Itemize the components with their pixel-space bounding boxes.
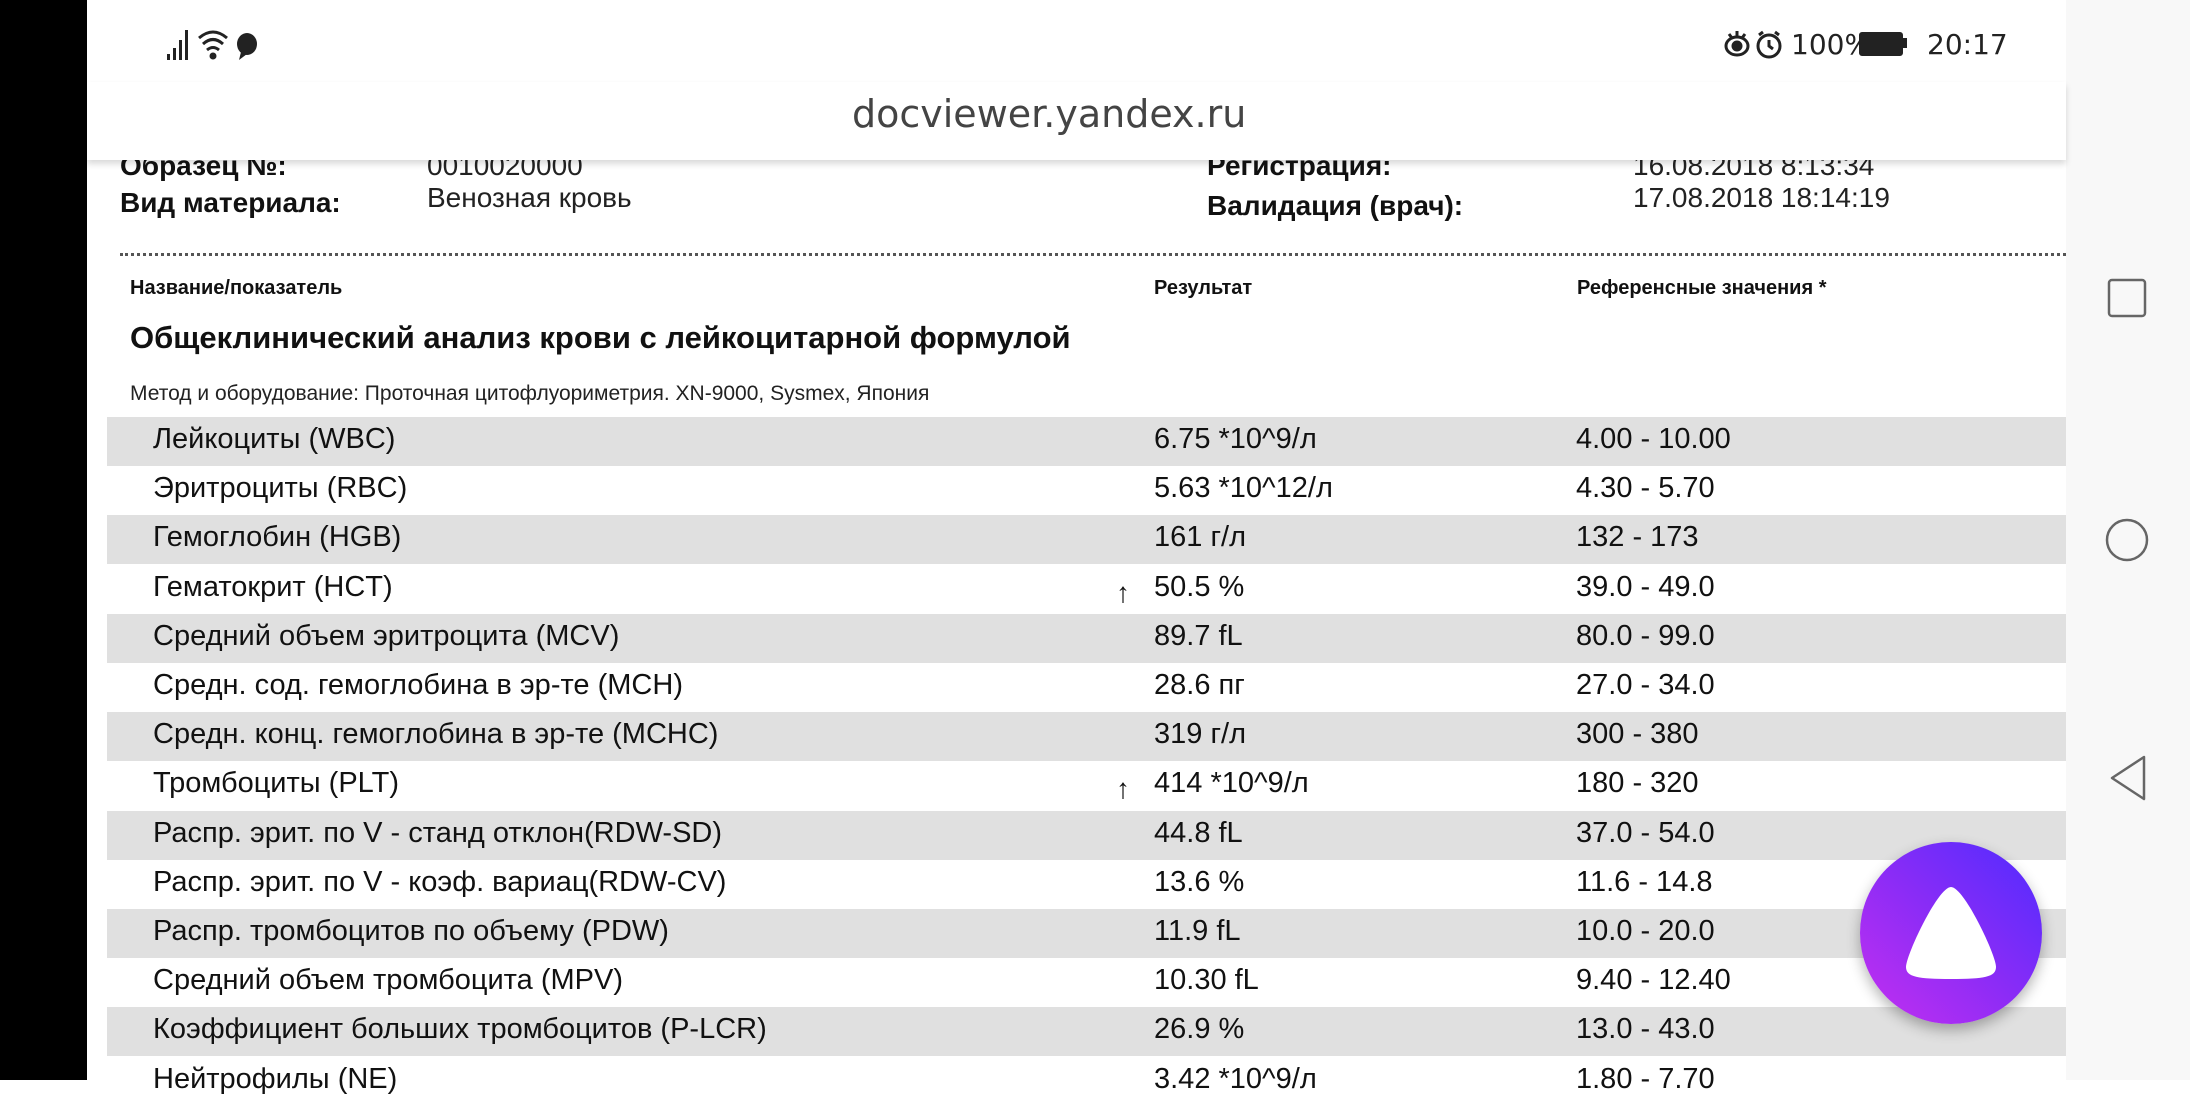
row-name: Средний объем эритроцита (MCV) (153, 619, 620, 652)
row-reference: 1.80 - 7.70 (1576, 1062, 1715, 1095)
table-row: Распр. тромбоцитов по объему (PDW) 11.9 f… (107, 909, 2066, 958)
row-name: Распр. тромбоцитов по объему (PDW) (153, 915, 669, 947)
row-reference: 80.0 - 99.0 (1576, 619, 1715, 652)
row-name: Тромбоциты (PLT) (153, 767, 400, 800)
column-header-reference: Референсные значения * (1577, 277, 1827, 299)
browser-url-bar[interactable]: docviewer.yandex.ru (87, 82, 2066, 160)
recents-square-icon[interactable] (2107, 278, 2147, 318)
row-name: Гемоглобин (HGB) (153, 521, 402, 554)
row-name: Нейтрофилы (NE) (153, 1062, 398, 1095)
material-label: Вид материала: (120, 187, 341, 218)
row-name: Средн. сод. гемоглобина в эр-те (MCH) (153, 669, 683, 701)
clock-time: 20:17 (1927, 28, 2008, 61)
alice-assistant-icon (1906, 887, 1996, 979)
chat-bubble-icon (237, 33, 257, 60)
url-text[interactable]: docviewer.yandex.ru (852, 92, 1247, 136)
back-triangle-icon[interactable] (2108, 754, 2148, 802)
row-reference: 27.0 - 34.0 (1576, 669, 1715, 701)
row-result: 10.30 fL (1154, 964, 1259, 997)
row-reference: 4.00 - 10.00 (1576, 423, 1731, 455)
table-row: Средний объем эритроцита (MCV) 89.7 fL 80.… (107, 613, 2066, 663)
eye-comfort-icon (1724, 31, 1750, 57)
column-header-result: Результат (1154, 277, 1253, 299)
row-reference: 9.40 - 12.40 (1576, 964, 1731, 997)
row-result: 89.7 fL (1154, 619, 1243, 652)
row-result: 5.63 *10^12/л (1154, 472, 1333, 505)
row-result: 414 *10^9/л (1154, 767, 1309, 800)
row-result: 3.42 *10^9/л (1154, 1062, 1317, 1095)
row-name: Средний объем тромбоцита (MPV) (153, 964, 623, 997)
row-result: 13.6 % (1154, 865, 1245, 898)
alice-assistant-button[interactable] (1860, 842, 2042, 1024)
row-name: Средн. конц. гемоглобина в эр-те (MCHC) (153, 718, 719, 751)
row-reference: 13.0 - 43.0 (1576, 1013, 1715, 1046)
status-right-icons (1724, 30, 1782, 59)
table-row: Средн. сод. гемоглобина в эр-те (MCH) 28.… (107, 663, 2066, 712)
row-result: 11.9 fL (1154, 915, 1241, 947)
signal-icon (167, 30, 188, 60)
section-title: Общеклинический анализ крови с лейкоцита… (130, 320, 1071, 355)
high-arrow-icon: ↑ (1116, 576, 1130, 608)
row-result: 161 г/л (1154, 521, 1246, 554)
row-result: 26.9 % (1154, 1013, 1245, 1046)
method-text: Метод и оборудование: Проточная цитофлуо… (130, 382, 930, 405)
document-viewport[interactable]: Образец №: 0010020000 Регистрация: 16.08… (0, 0, 2066, 1095)
table-row: Распр. эрит. по V - станд отклон(RDW-SD)… (107, 810, 2066, 860)
table-row: Средн. конц. гемоглобина в эр-те (MCHC) 3… (107, 712, 2066, 762)
left-black-edge (0, 0, 87, 1080)
row-reference: 11.6 - 14.8 (1576, 865, 1713, 898)
row-result: 28.6 пг (1154, 669, 1245, 701)
table-row: Гемоглобин (HGB) 161 г/л 132 - 173 (107, 515, 2066, 565)
table-row: Распр. эрит. по V - коэф. вариац(RDW-CV)… (107, 860, 2066, 909)
table-row: Лейкоциты (WBC) 6.75 *10^9/л 4.00 - 10.00 (107, 417, 2066, 466)
row-name: Гематокрит (HCT) (153, 570, 393, 603)
row-name: Распр. эрит. по V - коэф. вариац(RDW-CV) (153, 865, 727, 898)
row-name: Коэффициент больших тромбоцитов (P-LCR) (153, 1013, 767, 1046)
row-result: 44.8 fL (1154, 816, 1243, 849)
table-row: Нейтрофилы (NE) 3.42 *10^9/л 1.80 - 7.70 (107, 1057, 2066, 1106)
battery-icon (1859, 32, 1903, 56)
status-left-icons (167, 30, 257, 60)
dotted-divider (120, 253, 2066, 256)
validation-value: 17.08.2018 18:14:19 (1633, 182, 1890, 213)
row-reference: 180 - 320 (1576, 767, 1699, 800)
row-reference: 300 - 380 (1576, 718, 1699, 751)
wifi-icon (198, 30, 228, 60)
home-circle-icon[interactable] (2105, 518, 2149, 562)
row-reference: 37.0 - 54.0 (1576, 816, 1715, 849)
row-reference: 132 - 173 (1576, 521, 1699, 554)
battery-tip (1903, 38, 1907, 48)
validation-label: Валидация (врач): (1207, 190, 1464, 221)
table-row: Средний объем тромбоцита (MPV) 10.30 fL 9.… (107, 958, 2066, 1007)
battery-percent: 100% (1791, 28, 1872, 61)
row-reference: 4.30 - 5.70 (1576, 472, 1715, 505)
row-name: Лейкоциты (WBC) (153, 423, 396, 455)
row-name: Эритроциты (RBC) (153, 472, 408, 505)
status-bar: 100% 20:17 (87, 0, 2066, 82)
table-row: Эритроциты (RBC) 5.63 *10^12/л 4.30 - 5.70 (107, 466, 2066, 515)
table-row: Тромбоциты (PLT) ↑ 414 *10^9/л 180 - 320 (107, 761, 2066, 810)
material-value: Венозная кровь (427, 182, 632, 213)
column-header-name: Название/показатель (130, 277, 343, 299)
row-name: Распр. эрит. по V - станд отклон(RDW-SD) (153, 816, 723, 849)
row-result: 6.75 *10^9/л (1154, 423, 1317, 455)
row-result: 50.5 % (1154, 570, 1245, 603)
row-result: 319 г/л (1154, 718, 1246, 751)
navigation-bar (2066, 0, 2190, 1080)
high-arrow-icon: ↑ (1116, 773, 1130, 805)
alarm-icon (1756, 30, 1782, 59)
table-row: Гематокрит (HCT) ↑ 50.5 % 39.0 - 49.0 (107, 565, 2066, 614)
table-row: Коэффициент больших тромбоцитов (P-LCR) 2… (107, 1007, 2066, 1057)
row-reference: 39.0 - 49.0 (1576, 570, 1715, 603)
row-reference: 10.0 - 20.0 (1576, 915, 1715, 947)
